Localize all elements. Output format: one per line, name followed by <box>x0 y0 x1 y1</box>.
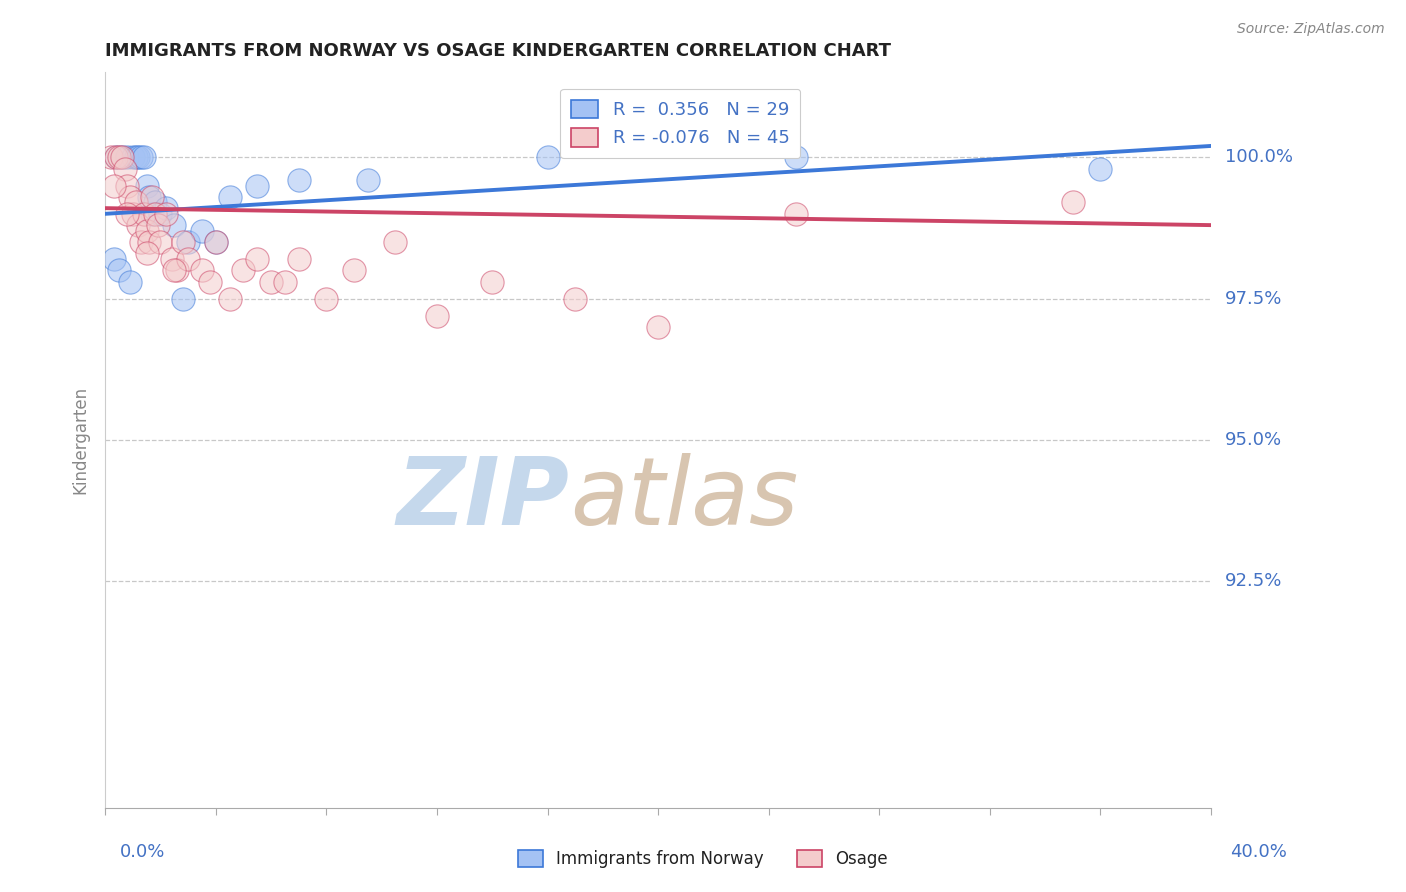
Point <box>121 207 143 221</box>
Point <box>141 190 163 204</box>
Point <box>124 195 146 210</box>
Point <box>141 207 163 221</box>
Text: 95.0%: 95.0% <box>1225 431 1282 449</box>
Point <box>166 263 188 277</box>
Point <box>146 218 169 232</box>
Point <box>105 150 128 164</box>
Point <box>135 224 157 238</box>
Point <box>120 275 142 289</box>
Point <box>172 235 194 249</box>
Y-axis label: Kindergarten: Kindergarten <box>72 386 89 494</box>
Point <box>536 150 558 164</box>
Point <box>218 190 240 204</box>
Point <box>135 246 157 260</box>
Point <box>117 178 139 193</box>
Point <box>287 252 309 266</box>
Point <box>163 263 186 277</box>
Point <box>177 252 200 266</box>
Point <box>132 207 155 221</box>
Point <box>103 178 125 193</box>
Point <box>204 235 226 249</box>
Point <box>111 150 134 164</box>
Point <box>121 150 143 164</box>
Point <box>160 252 183 266</box>
Point <box>138 235 160 249</box>
Point <box>204 235 226 249</box>
Point <box>1090 161 1112 176</box>
Point <box>426 309 449 323</box>
Point <box>315 292 337 306</box>
Point <box>218 292 240 306</box>
Text: 100.0%: 100.0% <box>1225 148 1292 166</box>
Point <box>127 218 149 232</box>
Point <box>138 190 160 204</box>
Point <box>100 150 122 164</box>
Point <box>127 150 149 164</box>
Text: 92.5%: 92.5% <box>1225 573 1282 591</box>
Point <box>260 275 283 289</box>
Point <box>149 207 172 221</box>
Legend: R =  0.356   N = 29, R = -0.076   N = 45: R = 0.356 N = 29, R = -0.076 N = 45 <box>560 89 800 158</box>
Point <box>117 207 139 221</box>
Point <box>343 263 366 277</box>
Point <box>191 263 214 277</box>
Point <box>564 292 586 306</box>
Point <box>191 224 214 238</box>
Point <box>357 173 380 187</box>
Point <box>103 252 125 266</box>
Legend: Immigrants from Norway, Osage: Immigrants from Norway, Osage <box>512 843 894 875</box>
Text: IMMIGRANTS FROM NORWAY VS OSAGE KINDERGARTEN CORRELATION CHART: IMMIGRANTS FROM NORWAY VS OSAGE KINDERGA… <box>105 42 891 60</box>
Text: 0.0%: 0.0% <box>120 843 165 861</box>
Point <box>246 178 269 193</box>
Point <box>114 161 136 176</box>
Point <box>135 178 157 193</box>
Point <box>177 235 200 249</box>
Point <box>200 275 222 289</box>
Point <box>149 235 172 249</box>
Point <box>155 201 177 215</box>
Point <box>384 235 406 249</box>
Point <box>108 263 131 277</box>
Point <box>143 207 166 221</box>
Point <box>117 150 139 164</box>
Point <box>287 173 309 187</box>
Point <box>132 150 155 164</box>
Point <box>274 275 297 289</box>
Text: 40.0%: 40.0% <box>1230 843 1286 861</box>
Point <box>129 235 152 249</box>
Point <box>232 263 254 277</box>
Point <box>647 319 669 334</box>
Point <box>120 190 142 204</box>
Point <box>108 150 131 164</box>
Point <box>246 252 269 266</box>
Text: atlas: atlas <box>569 453 797 544</box>
Point <box>785 150 807 164</box>
Point <box>143 195 166 210</box>
Point <box>163 218 186 232</box>
Point <box>155 207 177 221</box>
Point <box>111 150 134 164</box>
Point <box>105 150 128 164</box>
Point <box>481 275 503 289</box>
Point <box>124 150 146 164</box>
Point <box>785 207 807 221</box>
Text: Source: ZipAtlas.com: Source: ZipAtlas.com <box>1237 22 1385 37</box>
Point <box>129 150 152 164</box>
Text: ZIP: ZIP <box>396 453 569 545</box>
Point <box>1062 195 1084 210</box>
Point <box>172 292 194 306</box>
Text: 97.5%: 97.5% <box>1225 290 1282 308</box>
